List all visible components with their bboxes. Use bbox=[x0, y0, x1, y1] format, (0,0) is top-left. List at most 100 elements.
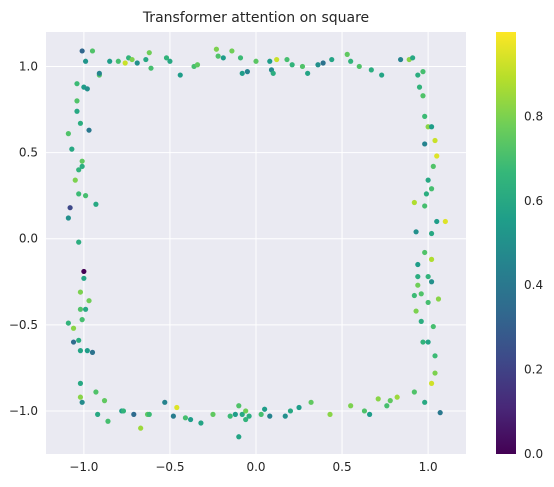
data-point bbox=[425, 299, 431, 306]
data-point bbox=[356, 63, 362, 70]
data-point bbox=[315, 62, 321, 68]
data-point bbox=[344, 51, 350, 57]
data-point bbox=[82, 306, 89, 312]
data-point bbox=[74, 81, 80, 87]
data-point bbox=[163, 55, 170, 61]
data-point bbox=[420, 93, 426, 99]
data-point bbox=[86, 127, 92, 133]
data-point bbox=[308, 399, 314, 405]
data-point bbox=[182, 415, 189, 421]
data-point bbox=[422, 399, 428, 405]
data-point bbox=[229, 48, 235, 54]
data-point bbox=[327, 411, 333, 417]
data-point bbox=[435, 296, 442, 302]
data-point bbox=[89, 48, 96, 54]
y-tick-label: −1.0 bbox=[9, 404, 38, 418]
data-point bbox=[115, 58, 121, 64]
data-point bbox=[430, 163, 436, 169]
data-point bbox=[77, 289, 84, 295]
data-point bbox=[329, 56, 335, 63]
data-point bbox=[148, 65, 154, 71]
data-point bbox=[93, 389, 99, 395]
data-point bbox=[77, 306, 84, 312]
x-tick-label: 0.5 bbox=[333, 460, 352, 474]
data-point bbox=[428, 186, 435, 192]
data-point bbox=[428, 256, 435, 262]
data-point bbox=[375, 396, 381, 402]
data-point bbox=[415, 273, 421, 280]
data-point bbox=[82, 193, 89, 199]
data-point bbox=[220, 55, 226, 61]
data-point bbox=[287, 408, 294, 414]
data-point bbox=[70, 325, 77, 331]
data-point bbox=[432, 370, 438, 376]
data-point bbox=[82, 58, 89, 64]
data-point bbox=[236, 434, 242, 440]
data-point bbox=[425, 177, 431, 183]
data-point bbox=[422, 203, 428, 209]
y-axis-ticks: −1.0 −0.5 0.0 0.5 1.0 bbox=[9, 59, 38, 417]
data-point bbox=[428, 124, 435, 130]
data-point bbox=[411, 199, 417, 206]
data-point bbox=[227, 413, 233, 419]
data-point bbox=[284, 56, 290, 63]
data-point bbox=[77, 348, 84, 354]
data-point bbox=[77, 380, 84, 386]
data-point bbox=[86, 298, 92, 304]
data-point bbox=[428, 230, 435, 237]
data-point bbox=[410, 55, 416, 61]
data-point bbox=[93, 201, 99, 207]
data-point bbox=[413, 229, 419, 235]
data-point bbox=[243, 416, 249, 423]
data-point bbox=[274, 56, 280, 63]
data-point bbox=[258, 411, 264, 417]
colorbar-tick-label: 0.8 bbox=[524, 109, 543, 123]
data-point bbox=[76, 191, 82, 197]
data-point bbox=[415, 72, 421, 78]
data-point bbox=[215, 53, 221, 59]
data-point bbox=[96, 70, 102, 76]
data-point bbox=[415, 261, 421, 268]
x-tick-label: −1.0 bbox=[69, 460, 98, 474]
data-point bbox=[146, 50, 152, 56]
data-point bbox=[368, 67, 374, 73]
data-point bbox=[422, 113, 428, 119]
data-point bbox=[67, 205, 73, 211]
data-point bbox=[79, 158, 85, 164]
data-point bbox=[131, 411, 137, 417]
data-point bbox=[79, 48, 85, 54]
data-point bbox=[69, 146, 75, 152]
data-point bbox=[418, 291, 424, 297]
data-point bbox=[210, 411, 216, 417]
data-point bbox=[167, 58, 173, 64]
data-point bbox=[299, 63, 306, 70]
data-point bbox=[282, 413, 288, 419]
colorbar-tick-label: 0.0 bbox=[524, 447, 543, 461]
data-point bbox=[437, 410, 443, 416]
data-point bbox=[432, 137, 438, 144]
data-point bbox=[411, 292, 417, 299]
data-point bbox=[411, 389, 417, 395]
data-point bbox=[146, 411, 152, 417]
data-point bbox=[422, 141, 428, 147]
data-point bbox=[262, 406, 268, 412]
grid-lines bbox=[46, 32, 466, 454]
data-point bbox=[387, 398, 393, 404]
data-point bbox=[348, 58, 354, 64]
data-point bbox=[397, 56, 404, 63]
data-point bbox=[289, 62, 295, 68]
data-point bbox=[198, 420, 204, 426]
data-point bbox=[76, 167, 82, 173]
data-point bbox=[296, 404, 302, 411]
data-point bbox=[422, 249, 428, 256]
data-point bbox=[432, 353, 438, 359]
data-point bbox=[107, 58, 113, 64]
x-tick-label: 1.0 bbox=[419, 460, 438, 474]
data-point bbox=[76, 239, 82, 245]
data-point bbox=[77, 394, 84, 400]
data-point bbox=[77, 120, 84, 126]
colorbar-ticks: 0.0 0.2 0.4 0.6 0.8 bbox=[524, 109, 543, 461]
data-point bbox=[129, 56, 135, 63]
data-point bbox=[177, 72, 183, 78]
